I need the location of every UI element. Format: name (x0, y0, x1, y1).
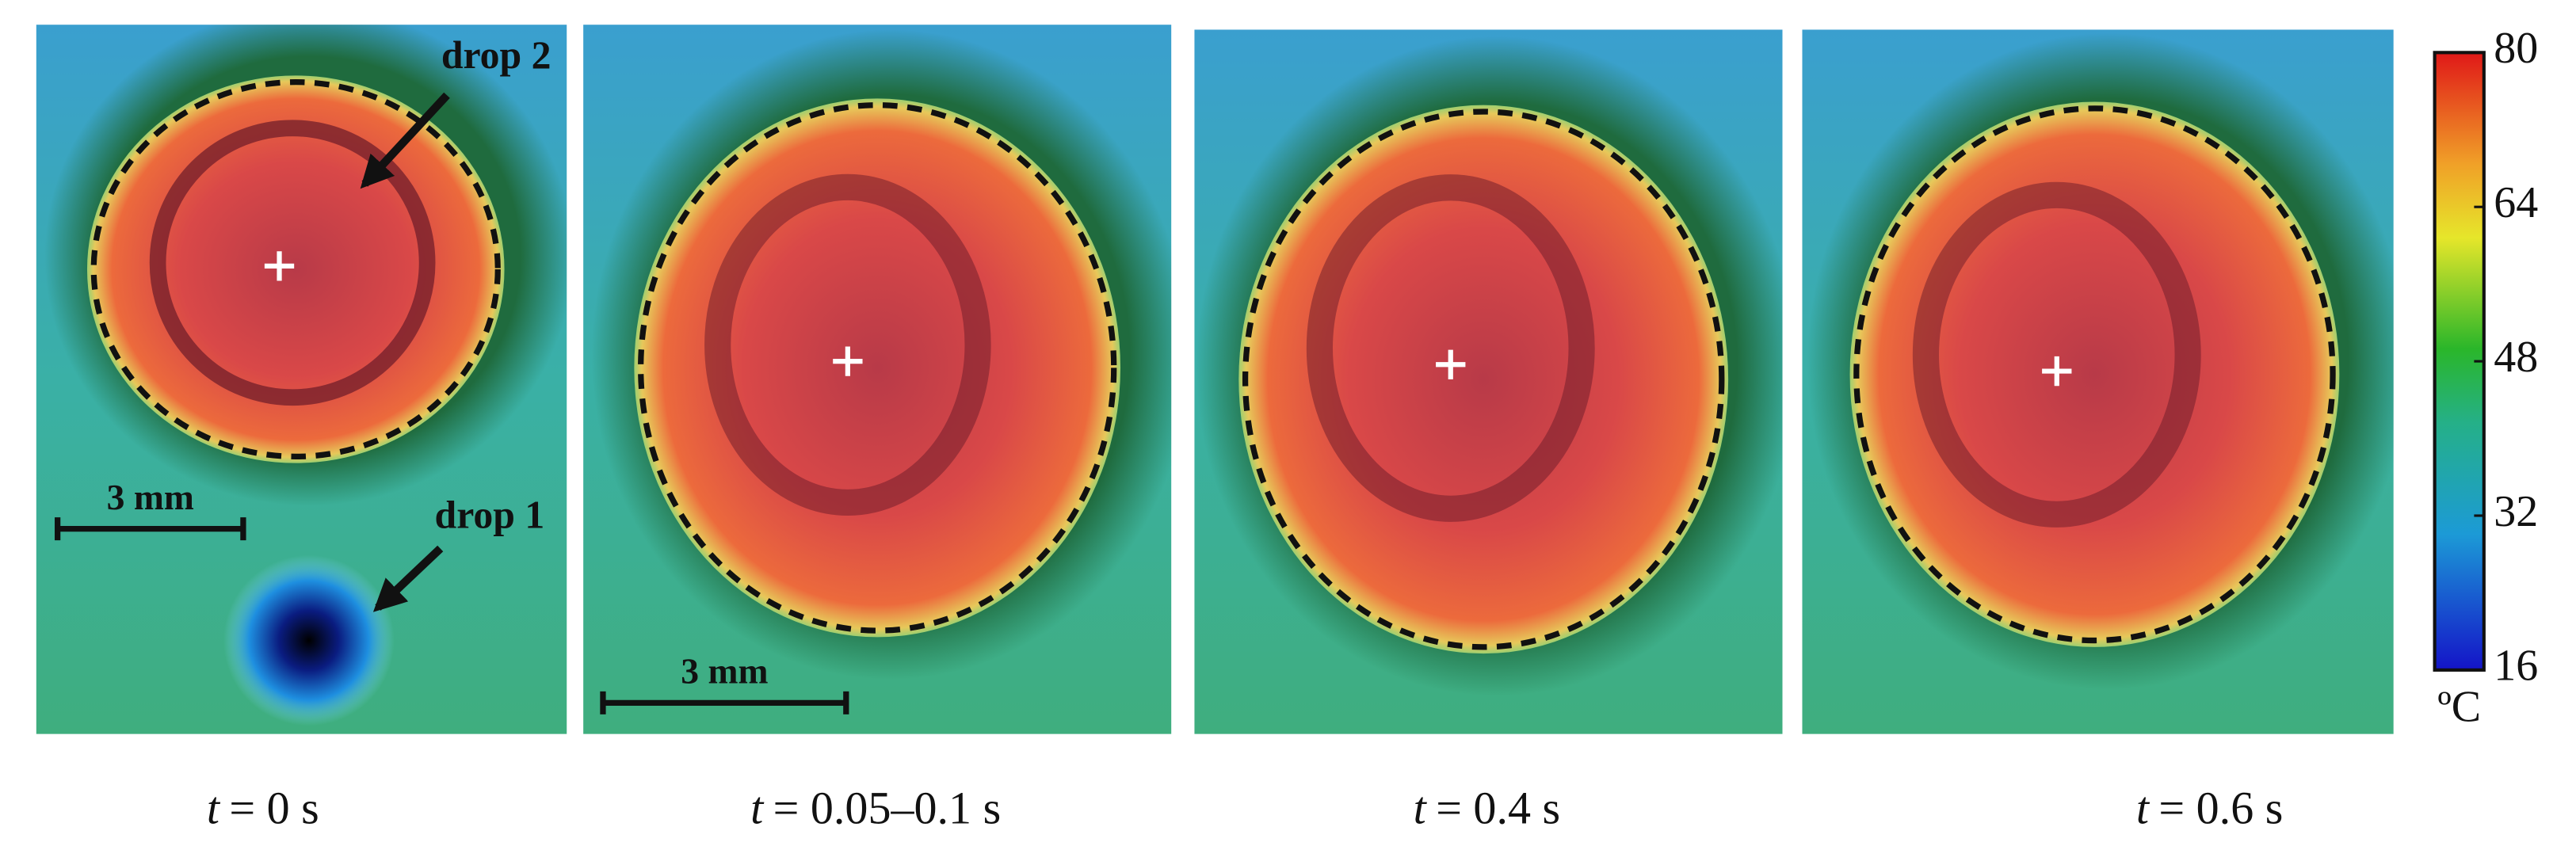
contact-line (1242, 109, 1725, 650)
scale-bar (55, 517, 246, 541)
thermal-image (36, 25, 567, 734)
time-label: t = 0.6 s (2136, 783, 2284, 834)
center-cross (1436, 349, 1466, 379)
thermal-image (583, 25, 1172, 734)
time-label: t = 0.4 s (1414, 783, 1561, 834)
contact-line (90, 79, 501, 459)
scale-label: 3 mm (681, 651, 768, 691)
scale-label: 3 mm (107, 477, 194, 517)
center-cross (2042, 356, 2072, 387)
time-value: = 0.6 s (2158, 783, 2283, 834)
contact-line (1853, 105, 2336, 644)
time-value: = 0.05–0.1 s (773, 783, 1002, 834)
colorbar-unit: ºC (2437, 683, 2481, 732)
colorbar-tick-label: 48 (2494, 333, 2538, 382)
colorbar-tick-label: 32 (2494, 487, 2538, 536)
time-label: t = 0 s (207, 783, 319, 834)
dark-core (1912, 181, 2201, 528)
colorbar-tick-label: 80 (2494, 24, 2538, 73)
arrow (372, 545, 444, 612)
thermal-image (1194, 29, 1783, 734)
center-cross (264, 251, 295, 281)
colorbar-tick-label: 64 (2494, 178, 2538, 227)
dark-core (1306, 174, 1595, 522)
arrow (360, 92, 450, 189)
center-cross (833, 346, 863, 376)
time-value: = 0 s (229, 783, 319, 834)
dark-core (704, 173, 991, 516)
thermal-image (1802, 29, 2394, 734)
annotation: drop 1 (435, 493, 545, 537)
time-variable: t (1414, 783, 1428, 834)
time-variable: t (750, 783, 765, 834)
scale-bar (600, 691, 849, 714)
inner-ring (149, 120, 436, 406)
time-variable: t (2136, 783, 2150, 834)
time-value: = 0.4 s (1436, 783, 1560, 834)
annotation: drop 2 (441, 33, 551, 77)
contact-line (638, 102, 1117, 634)
drop-1 (223, 554, 395, 726)
colorbar-tick-label: 16 (2494, 642, 2538, 691)
time-label: t = 0.05–0.1 s (750, 783, 1001, 834)
time-variable: t (207, 783, 221, 834)
